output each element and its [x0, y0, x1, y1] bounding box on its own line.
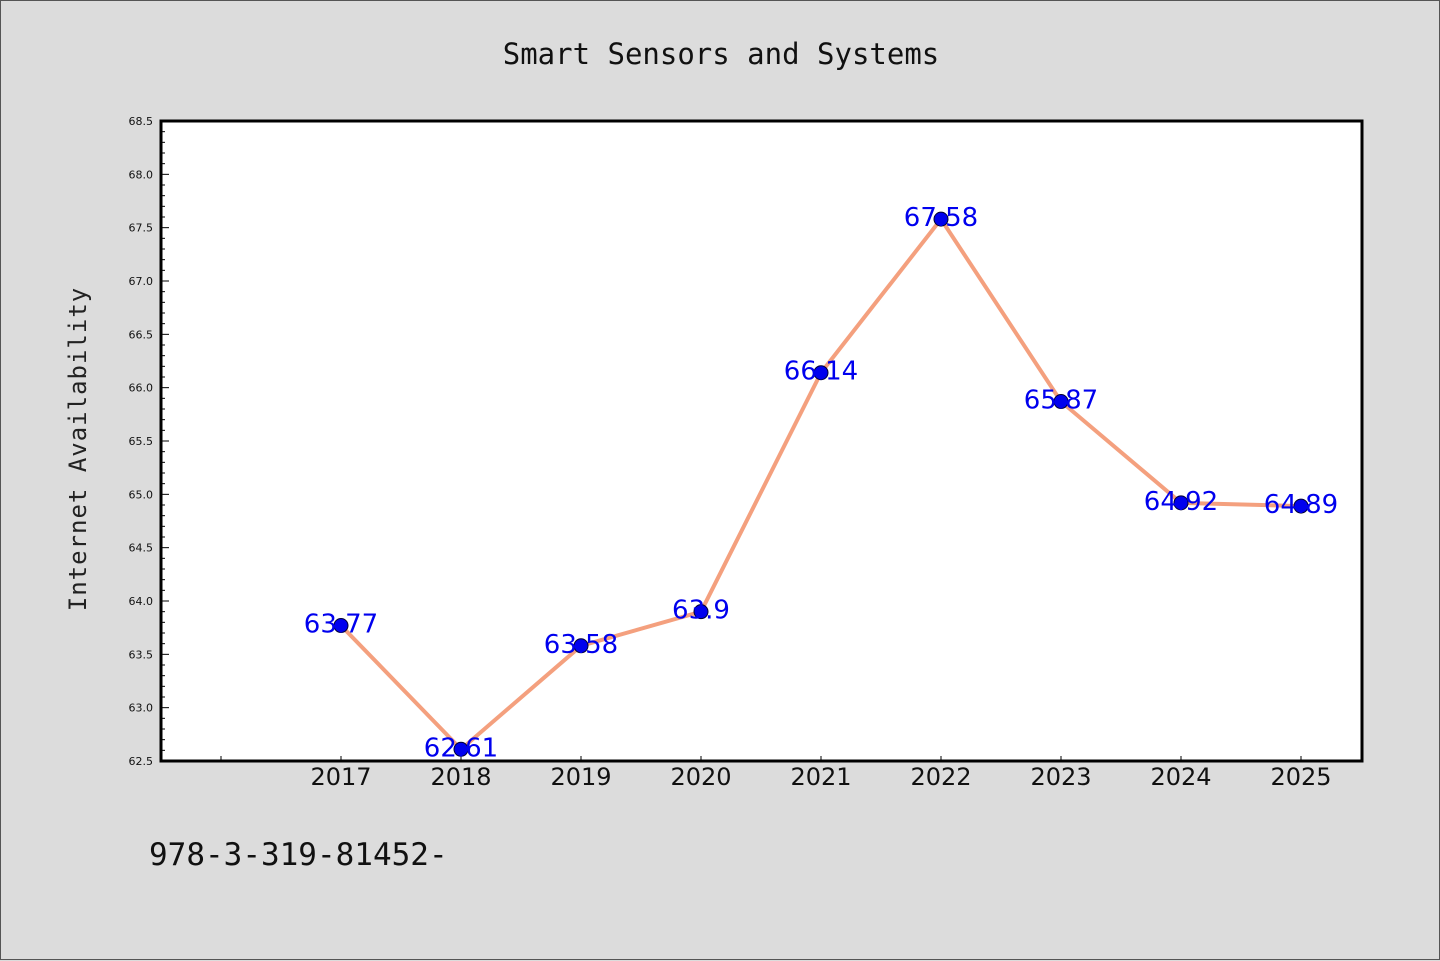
- data-point: [573, 638, 589, 654]
- y-tick-label: 67.0: [129, 275, 154, 288]
- x-tick-label: 2024: [1150, 763, 1211, 791]
- x-tick-label: 2017: [310, 763, 371, 791]
- data-label: 65.87: [1024, 386, 1098, 416]
- y-axis: 62.5 63.0 63.5 64.0 64.5 65.0 65.5 66.0 66.5 67.0…: [129, 115, 169, 768]
- data-label: 64.92: [1144, 487, 1218, 517]
- data-point: [1173, 495, 1189, 511]
- y-tick-label: 66.0: [129, 382, 154, 395]
- data-label: 67.58: [904, 203, 978, 233]
- y-tick-label: 63.5: [129, 648, 154, 661]
- data-point: [453, 741, 469, 757]
- x-tick-label: 2019: [550, 763, 611, 791]
- plot-area: [159, 119, 1364, 763]
- y-axis-label: Internet Availability: [64, 287, 92, 611]
- data-label: 66.14: [784, 357, 858, 387]
- y-tick-label: 67.5: [129, 222, 154, 235]
- x-tick-label: 2023: [1030, 763, 1091, 791]
- data-label: 63.58: [544, 630, 618, 660]
- x-tick-label: 2025: [1270, 763, 1331, 791]
- data-label: 63.9: [672, 596, 730, 626]
- x-axis: 2017 2018 2019 2020 2021 2022 2023 2024 2025: [220, 756, 1332, 791]
- y-tick-label: 65.5: [129, 435, 154, 448]
- y-tick-label: 62.5: [129, 755, 154, 768]
- y-tick-label: 65.0: [129, 488, 154, 501]
- data-point: [1293, 498, 1309, 514]
- x-tick-label: 2022: [910, 763, 971, 791]
- data-point: [1053, 394, 1069, 410]
- y-tick-label: 64.0: [129, 595, 154, 608]
- data-point: [813, 365, 829, 381]
- data-point: [933, 211, 949, 227]
- y-tick-label: 68.5: [129, 115, 154, 128]
- x-tick-label: 2018: [430, 763, 491, 791]
- data-label: 64.89: [1264, 490, 1338, 520]
- y-tick-label: 68.0: [129, 168, 154, 181]
- y-tick-label: 64.5: [129, 542, 154, 555]
- data-series: 63.77 62.61 63.58 63.9 66.14 67.58 65.87 64.92 6…: [304, 203, 1338, 763]
- data-label: 63.77: [304, 610, 378, 640]
- y-tick-label: 63.0: [129, 702, 154, 715]
- data-point: [333, 618, 349, 634]
- x-tick-label: 2020: [670, 763, 731, 791]
- footer-text: 978-3-319-81452-: [149, 837, 448, 873]
- y-tick-label: 66.5: [129, 328, 154, 341]
- data-label: 62.61: [424, 733, 498, 763]
- data-point: [693, 604, 709, 620]
- x-tick-label: 2021: [790, 763, 851, 791]
- chart-title: Smart Sensors and Systems: [503, 37, 940, 71]
